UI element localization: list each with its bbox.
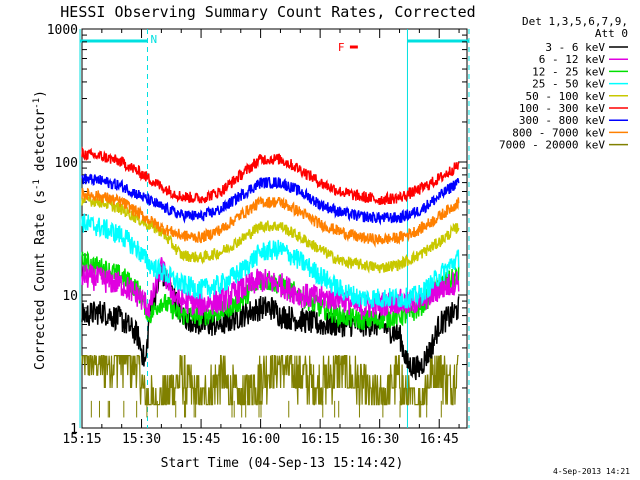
annotation-n-label: N xyxy=(150,33,157,46)
legend-entry-label: 50 - 100 keV xyxy=(526,90,606,103)
x-tick-label: 16:30 xyxy=(360,432,399,447)
x-tick-label: 16:45 xyxy=(420,432,459,447)
plot-area: N F 15:15 15:30 15:45 16:00 16:15 16:30 16:45 1 10… xyxy=(47,23,470,447)
chart-title: HESSI Observing Summary Count Rates, Cor… xyxy=(60,3,475,21)
series-line xyxy=(81,146,460,205)
series-line xyxy=(81,213,460,309)
series-line xyxy=(81,187,460,249)
series-6-12keV xyxy=(81,257,460,320)
legend-header-line-1: Det 1,3,5,6,7,9, xyxy=(522,15,628,28)
x-axis-label: Start Time (04-Sep-13 15:14:42) xyxy=(161,456,404,471)
legend-entry-label: 800 - 7000 keV xyxy=(512,126,605,139)
plot-frame xyxy=(81,28,468,429)
y-tick-label: 1000 xyxy=(47,23,78,38)
x-tick-label: 16:15 xyxy=(301,432,340,447)
series-300-800keV xyxy=(81,173,460,226)
legend-entry-label: 25 - 50 keV xyxy=(532,78,605,91)
x-tick-label: 16:00 xyxy=(241,432,280,447)
x-tick-label: 15:45 xyxy=(182,432,221,447)
series-100-300keV xyxy=(81,146,460,205)
footer-timestamp: 4-Sep-2013 14:21 xyxy=(553,467,630,476)
y-axis-label-superscript: -1 xyxy=(32,98,42,109)
x-tick-label: 15:15 xyxy=(62,432,101,447)
series-line xyxy=(81,250,460,331)
y-axis-label: Corrected Count Rate (s-1 detector-1) xyxy=(32,90,48,370)
y-tick-label: 10 xyxy=(62,289,78,304)
series-line xyxy=(81,257,460,320)
legend-entry-label: 300 - 800 keV xyxy=(519,114,605,127)
y-axis-label-part: detector xyxy=(33,109,48,180)
legend-entry-label: 3 - 6 keV xyxy=(545,41,605,54)
legend-entry-label: 12 - 25 keV xyxy=(532,65,605,78)
y-tick-label: 100 xyxy=(55,156,78,171)
legend-entry-label: 100 - 300 keV xyxy=(519,102,605,115)
series-7000-20000keV xyxy=(81,355,459,418)
legend-header-line-2: Att 0 xyxy=(595,27,628,40)
series-25-50keV xyxy=(81,213,460,309)
annotation-f-label: F xyxy=(338,41,345,54)
series-line xyxy=(81,355,459,406)
series-line xyxy=(81,265,460,381)
y-axis-label-part: ) xyxy=(33,90,48,98)
legend-entry-label: 6 - 12 keV xyxy=(539,53,606,66)
y-axis-label-superscript: -1 xyxy=(32,179,42,190)
series-line xyxy=(81,173,460,226)
series-12-25keV xyxy=(81,250,460,331)
series-800-7000keV xyxy=(81,187,460,249)
series-3-6keV xyxy=(81,265,460,381)
y-tick-label: 1 xyxy=(70,422,78,437)
y-axis-label-part: Corrected Count Rate (s xyxy=(33,190,48,370)
legend-entry-label: 7000 - 20000 keV xyxy=(499,139,605,152)
x-tick-label: 15:30 xyxy=(122,432,161,447)
